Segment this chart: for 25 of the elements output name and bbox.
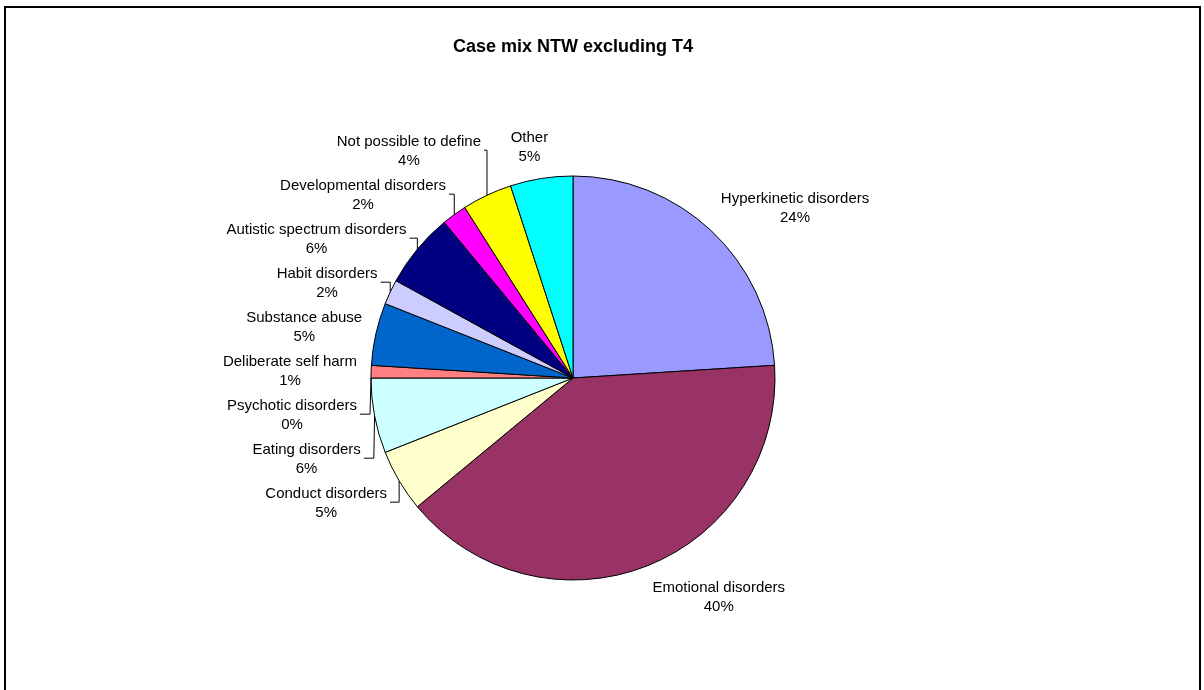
data-label: 6% — [295, 459, 318, 477]
data-label: 5% — [518, 146, 541, 164]
data-label: 5% — [315, 503, 338, 521]
data-label: 40% — [703, 597, 734, 615]
slice-label: Emotional disorders — [652, 578, 786, 596]
category-label: Psychotic disorders — [226, 396, 358, 414]
data-label: 24% — [780, 207, 811, 225]
data-label: 2% — [316, 283, 338, 301]
slice-label: Eating disorders — [252, 440, 361, 458]
slice-label: Developmental disorders — [280, 176, 447, 194]
chart-title: Case mix NTW excluding T4 — [451, 35, 695, 57]
slice-label: Substance abuse — [246, 308, 363, 326]
data-label: 1% — [279, 371, 301, 389]
data-label: 4% — [398, 151, 420, 169]
text: 0% — [281, 415, 303, 433]
data-label: 5% — [293, 327, 316, 345]
slice-label: Deliberate self harm — [222, 352, 358, 370]
slice-label: Other — [510, 127, 549, 145]
slice-label: Hyperkinetic disorders — [720, 188, 870, 206]
slice-label: Habit disorders — [276, 264, 378, 282]
data-label: 2% — [352, 195, 374, 213]
slice-label: Not possible to define — [336, 132, 482, 150]
slice-label: Conduct disorders — [265, 484, 388, 502]
data-label: 6% — [305, 239, 328, 257]
slice-label: Autistic spectrum disorders — [226, 220, 407, 238]
